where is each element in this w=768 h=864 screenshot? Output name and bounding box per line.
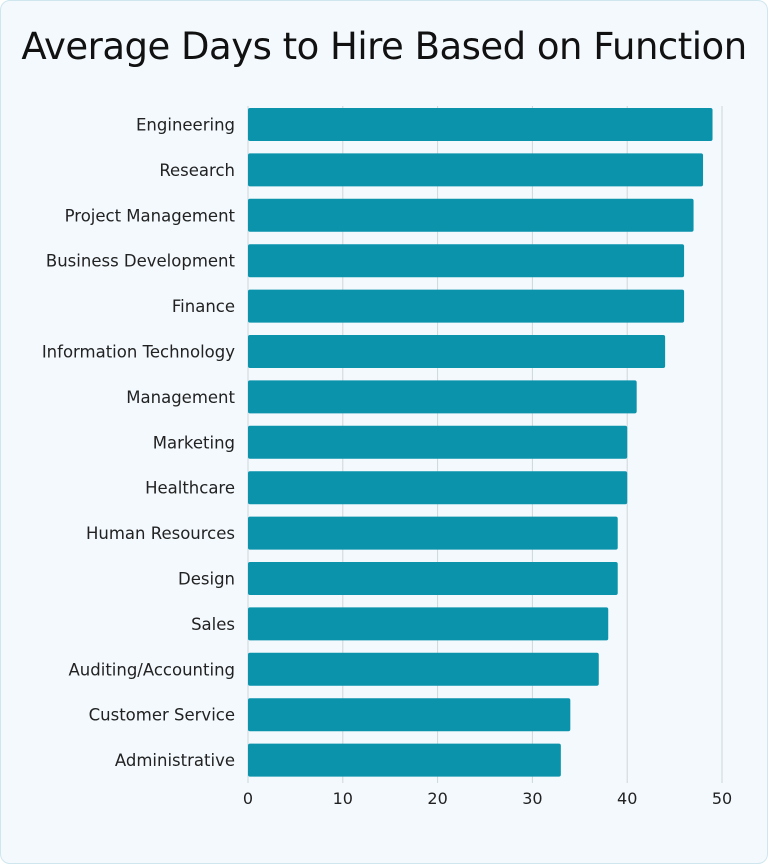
category-label: Human Resources bbox=[86, 524, 235, 543]
category-label: Design bbox=[178, 570, 235, 589]
x-tick-label: 30 bbox=[522, 789, 542, 808]
bar bbox=[248, 425, 628, 459]
category-label: Engineering bbox=[136, 116, 235, 135]
bar bbox=[248, 108, 713, 141]
bar bbox=[248, 244, 685, 278]
x-tick-label: 20 bbox=[427, 789, 447, 808]
bar bbox=[248, 380, 637, 414]
category-label: Project Management bbox=[65, 206, 236, 225]
bar bbox=[248, 743, 561, 777]
bar bbox=[248, 198, 694, 232]
category-label: Management bbox=[126, 388, 235, 407]
category-label: Administrative bbox=[115, 751, 235, 770]
bar bbox=[248, 471, 628, 505]
bar bbox=[248, 289, 685, 323]
x-tick-label: 10 bbox=[333, 789, 353, 808]
x-tick-label: 40 bbox=[617, 789, 637, 808]
category-label: Finance bbox=[172, 297, 235, 316]
category-label: Auditing/Accounting bbox=[69, 660, 235, 679]
category-label: Business Development bbox=[46, 252, 236, 271]
category-label: Sales bbox=[191, 615, 235, 634]
category-label: Research bbox=[159, 161, 235, 180]
category-label: Customer Service bbox=[89, 706, 235, 725]
x-tick-label: 50 bbox=[712, 789, 732, 808]
category-label: Healthcare bbox=[145, 479, 235, 498]
bar bbox=[248, 335, 666, 368]
bar bbox=[248, 652, 599, 686]
chart-title: Average Days to Hire Based on Function bbox=[21, 25, 747, 68]
bar bbox=[248, 562, 618, 595]
bar bbox=[248, 607, 609, 641]
bar bbox=[248, 698, 571, 732]
bar bbox=[248, 153, 704, 187]
category-label: Information Technology bbox=[42, 343, 235, 362]
x-tick-label: 0 bbox=[243, 789, 253, 808]
bar bbox=[248, 516, 618, 550]
category-label: Marketing bbox=[153, 433, 235, 452]
